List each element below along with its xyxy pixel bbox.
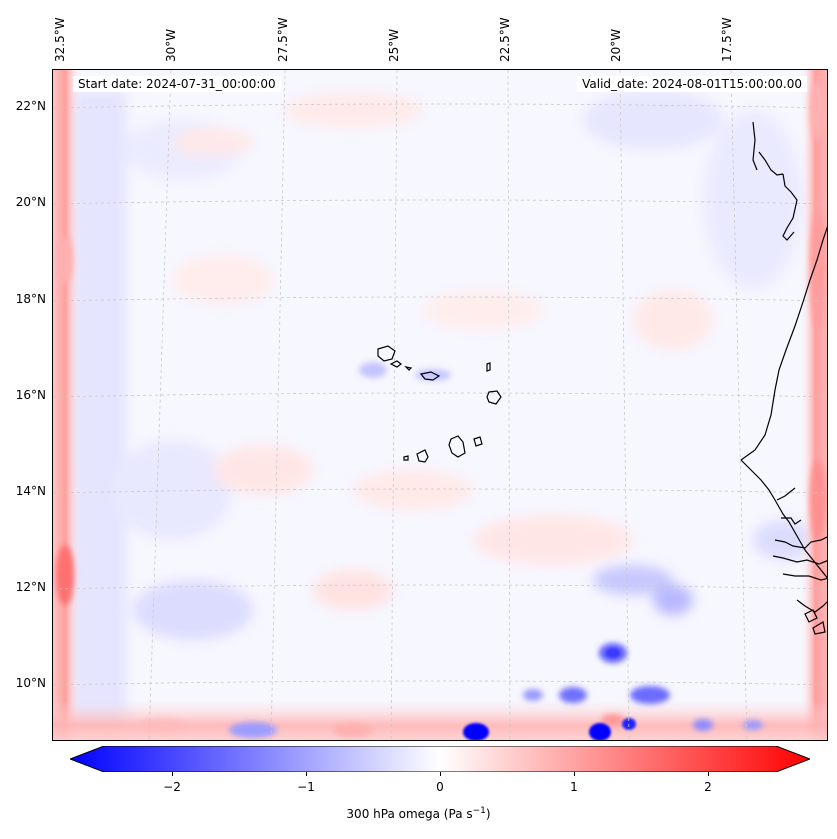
lat-label-10n: 10°N <box>15 676 46 690</box>
map-panel <box>52 69 828 741</box>
colorbar-tickmark-2 <box>708 772 709 776</box>
colorbar-tickmark-neg1 <box>306 772 307 776</box>
lon-label-32-5w: 32.5°W <box>53 17 67 62</box>
lon-label-22-5w: 22.5°W <box>498 17 512 62</box>
colorbar <box>68 745 812 773</box>
omega-field <box>53 70 827 740</box>
valid-date-label: Valid_date: 2024-08-01T15:00:00.00 <box>577 76 807 92</box>
colorbar-gradient <box>68 745 812 773</box>
lon-label-27-5w: 27.5°W <box>276 17 290 62</box>
start-date-label: Start date: 2024-07-31_00:00:00 <box>73 76 281 92</box>
colorbar-tickmark-1 <box>574 772 575 776</box>
colorbar-tick-2: 2 <box>704 780 712 794</box>
lat-label-22n: 22°N <box>15 99 46 113</box>
lon-label-17-5w: 17.5°W <box>720 17 734 62</box>
lon-label-30w: 30°W <box>164 28 178 62</box>
colorbar-label: 300 hPa omega (Pa s−1) <box>346 806 491 821</box>
colorbar-tick-neg2: −2 <box>163 780 181 794</box>
colorbar-tick-0: 0 <box>436 780 444 794</box>
colorbar-tick-neg1: −1 <box>297 780 315 794</box>
lon-label-25w: 25°W <box>387 28 401 62</box>
graticule <box>53 70 827 740</box>
africa-coastline <box>740 121 827 635</box>
colorbar-tick-1: 1 <box>570 780 578 794</box>
lat-label-16n: 16°N <box>15 388 46 402</box>
colorbar-tickmark-0 <box>440 772 441 776</box>
lat-label-14n: 14°N <box>15 484 46 498</box>
lat-label-18n: 18°N <box>15 292 46 306</box>
lon-label-20w: 20°W <box>609 28 623 62</box>
lat-label-20n: 20°N <box>15 195 46 209</box>
cape-verde-islands <box>377 345 502 463</box>
lat-label-12n: 12°N <box>15 580 46 594</box>
colorbar-tickmark-neg2 <box>172 772 173 776</box>
